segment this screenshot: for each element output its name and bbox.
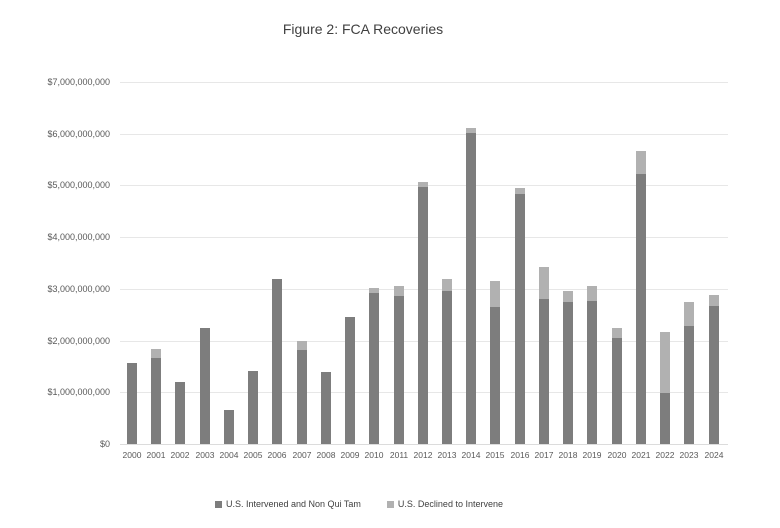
x-axis-tick-label: 2022 (655, 450, 675, 460)
chart-title: Figure 2: FCA Recoveries (282, 21, 444, 37)
bar-segment-intervened (612, 338, 622, 444)
y-axis-tick-label: $2,000,000,000 (47, 336, 110, 346)
x-axis-tick-label: 2024 (704, 450, 724, 460)
bar-segment-intervened (515, 194, 525, 444)
legend-item-declined: U.S. Declined to Intervene (386, 499, 503, 509)
x-axis-tick-label: 2005 (243, 450, 263, 460)
x-axis-tick-label: 2015 (485, 450, 505, 460)
bar-segment-declined (151, 349, 161, 358)
bar-segment-intervened (539, 299, 549, 444)
bar-segment-intervened (563, 302, 573, 444)
bar-segment-declined (563, 291, 573, 302)
bar-segment-intervened (272, 279, 282, 444)
legend-label-intervened: U.S. Intervened and Non Qui Tam (226, 499, 361, 509)
bar-segment-intervened (587, 301, 597, 444)
x-axis-tick-label: 2003 (195, 450, 215, 460)
bar-segment-intervened (466, 133, 476, 444)
bar-segment-intervened (127, 363, 137, 444)
x-axis-tick-label: 2020 (607, 450, 627, 460)
bar-segment-intervened (394, 296, 404, 444)
y-axis-tick-label: $3,000,000,000 (47, 284, 110, 294)
bar-segment-declined (636, 151, 646, 174)
x-axis-tick-label: 2018 (558, 450, 578, 460)
bar-segment-declined (418, 182, 428, 187)
bar-segment-intervened (321, 372, 331, 444)
x-axis-tick-label: 2019 (582, 450, 602, 460)
legend-swatch-declined-icon (386, 500, 394, 508)
x-axis-tick-label: 2023 (679, 450, 699, 460)
legend: U.S. Intervened and Non Qui Tam U.S. Dec… (0, 499, 718, 509)
x-axis-tick-label: 2001 (146, 450, 166, 460)
bar-segment-declined (442, 279, 452, 291)
bar-segment-intervened (224, 410, 234, 444)
y-axis-tick-label: $6,000,000,000 (47, 129, 110, 139)
x-axis-tick-label: 2006 (267, 450, 287, 460)
bar-segment-intervened (490, 307, 500, 444)
bar-segment-declined (490, 281, 500, 307)
legend-label-declined: U.S. Declined to Intervene (397, 499, 503, 509)
bar-segment-intervened (660, 393, 670, 444)
bar-segment-declined (660, 332, 670, 393)
x-axis-tick-label: 2021 (631, 450, 651, 460)
x-axis-tick-label: 2010 (364, 450, 384, 460)
y-axis-tick-label: $5,000,000,000 (47, 180, 110, 190)
bar-segment-declined (466, 128, 476, 133)
legend-swatch-intervened-icon (215, 500, 222, 508)
x-axis-tick-label: 2009 (340, 450, 360, 460)
bar-segment-intervened (636, 174, 646, 444)
bar-segment-intervened (709, 306, 719, 444)
gridline (120, 134, 728, 135)
bar-segment-intervened (175, 382, 185, 444)
x-axis-tick-label: 2013 (437, 450, 457, 460)
x-axis-tick-label: 2002 (170, 450, 190, 460)
bar-segment-declined (612, 328, 622, 338)
x-axis-tick-label: 2000 (122, 450, 142, 460)
bar-segment-intervened (684, 326, 694, 444)
x-axis-tick-label: 2011 (389, 450, 409, 460)
bar-segment-declined (369, 288, 379, 293)
y-axis-tick-label: $0 (99, 439, 110, 449)
bar-segment-declined (394, 286, 404, 296)
gridline (120, 444, 728, 445)
bar-segment-intervened (297, 350, 307, 444)
bar-segment-declined (297, 341, 307, 350)
bar-segment-declined (539, 267, 549, 299)
bar-segment-intervened (248, 371, 258, 444)
bar-segment-declined (587, 286, 597, 301)
x-axis-tick-label: 2016 (510, 450, 530, 460)
bar-segment-intervened (345, 317, 355, 444)
x-axis-tick-label: 2004 (219, 450, 239, 460)
y-axis-tick-label: $7,000,000,000 (47, 77, 110, 87)
x-axis-tick-label: 2012 (413, 450, 433, 460)
bar-segment-intervened (369, 293, 379, 444)
legend-item-intervened: U.S. Intervened and Non Qui Tam (215, 499, 361, 509)
bar-segment-declined (709, 295, 719, 306)
y-axis-tick-label: $4,000,000,000 (47, 232, 110, 242)
x-axis-tick-label: 2007 (292, 450, 312, 460)
bar-segment-intervened (151, 358, 161, 444)
x-axis-tick-label: 2014 (461, 450, 481, 460)
gridline (120, 82, 728, 83)
y-axis-tick-label: $1,000,000,000 (47, 387, 110, 397)
bar-segment-intervened (442, 291, 452, 444)
bar-segment-declined (515, 188, 525, 194)
bar-segment-declined (684, 302, 694, 326)
bar-segment-intervened (418, 187, 428, 444)
x-axis-tick-label: 2008 (316, 450, 336, 460)
bar-segment-intervened (200, 328, 210, 444)
x-axis-tick-label: 2017 (534, 450, 554, 460)
